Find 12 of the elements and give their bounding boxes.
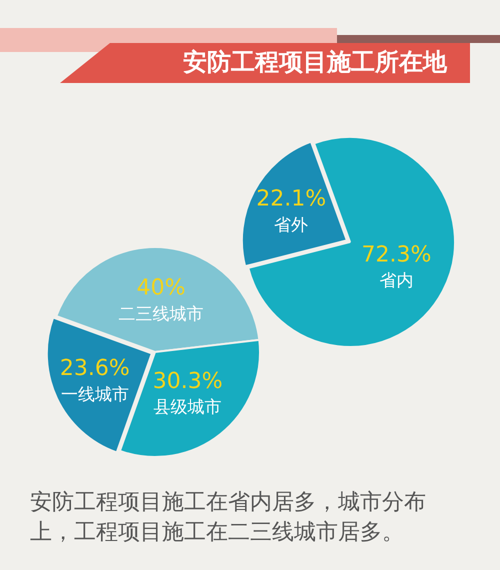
slice-label: 二三线城市	[118, 304, 204, 324]
data-label: 72.3%	[361, 242, 432, 268]
slice-label: 一线城市	[60, 384, 129, 405]
data-label: 30.3%	[152, 368, 223, 394]
slice-label: 省外	[274, 215, 308, 236]
data-label: 22.1%	[256, 186, 326, 212]
text: 安防工程项目施工在省内居多，城市分布上，工程项目施工在二三线城市居多。	[30, 489, 427, 547]
slice-label: 县级城市	[154, 397, 222, 418]
data-label: 40%	[136, 276, 186, 301]
slice-label: 省内	[379, 270, 414, 291]
chart-title: 安防工程项目施工所在地	[182, 47, 448, 78]
data-label: 23.6%	[60, 356, 130, 382]
